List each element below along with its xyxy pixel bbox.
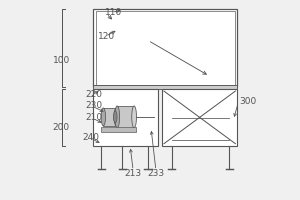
Ellipse shape [101, 108, 106, 126]
Text: 210: 210 [85, 113, 103, 122]
Bar [93, 9, 237, 87]
Text: 110: 110 [105, 8, 123, 17]
Bar [162, 89, 237, 146]
Text: 233: 233 [147, 169, 164, 178]
Ellipse shape [113, 111, 117, 123]
Ellipse shape [132, 106, 136, 128]
Bar [117, 106, 134, 128]
Ellipse shape [115, 106, 120, 128]
Text: 300: 300 [239, 97, 256, 106]
Bar [93, 89, 158, 146]
Text: 220: 220 [85, 90, 103, 99]
Text: 120: 120 [98, 32, 116, 41]
Text: 213: 213 [124, 169, 142, 178]
Bar [93, 85, 237, 89]
Bar [96, 11, 235, 85]
Bar [103, 108, 116, 126]
Ellipse shape [114, 108, 118, 126]
Text: 230: 230 [85, 101, 103, 110]
Text: 240: 240 [82, 133, 100, 142]
Bar [101, 127, 136, 132]
Text: 200: 200 [53, 123, 70, 132]
Text: 100: 100 [53, 56, 70, 65]
